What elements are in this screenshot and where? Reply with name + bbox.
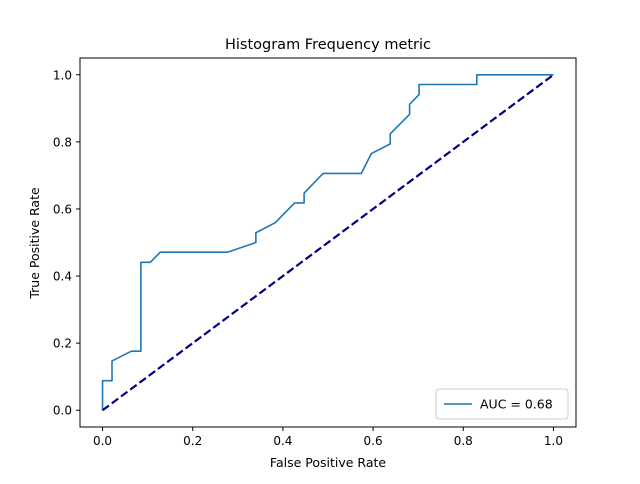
x-tick-label: 0.0 — [93, 434, 112, 448]
x-tick-label: 0.6 — [364, 434, 383, 448]
y-tick-label: 0.0 — [53, 404, 72, 418]
roc-curve-line — [101, 73, 554, 411]
axes: 0.0 0.2 0.4 0.6 0.8 1.0 0.0 0.2 0.4 0.6 0.8 1.0 — [53, 57, 577, 448]
legend-label: AUC = 0.68 — [480, 397, 553, 412]
y-tick-label: 0.8 — [53, 135, 72, 149]
chance-diagonal-line — [101, 73, 555, 412]
series-group — [101, 73, 555, 412]
plot-area — [101, 73, 555, 412]
x-tick-label: 1.0 — [544, 434, 563, 448]
x-axis-label: False Positive Rate — [270, 455, 386, 470]
chart-title: Histogram Frequency metric — [225, 37, 431, 53]
y-tick-label: 0.4 — [53, 270, 72, 284]
legend-box — [435, 388, 569, 420]
legend: AUC = 0.68 — [435, 388, 569, 420]
y-axis-label: True Positive Rate — [27, 187, 42, 300]
x-tick-label: 0.8 — [454, 434, 473, 448]
axes-frame — [79, 57, 577, 428]
x-tick-label: 0.4 — [273, 434, 292, 448]
y-tick-label: 0.6 — [53, 202, 72, 216]
y-tick-label: 0.2 — [53, 337, 72, 351]
y-tick-label: 1.0 — [53, 68, 72, 82]
x-tick-label: 0.2 — [183, 434, 202, 448]
